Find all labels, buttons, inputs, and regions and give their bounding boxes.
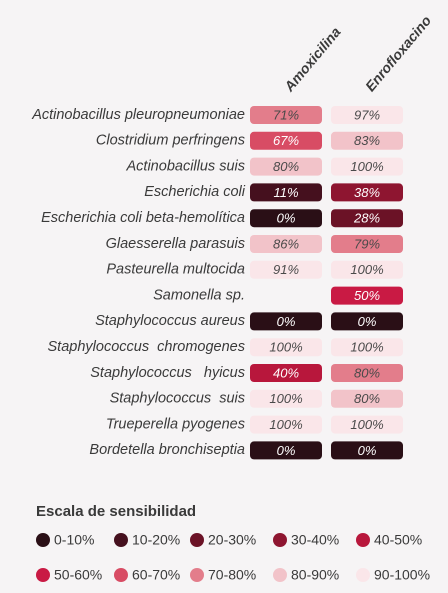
cell <box>250 157 322 176</box>
row-name: Staphylococcus hyicus <box>90 365 245 381</box>
cell-value: 100% <box>269 391 302 406</box>
row-name: Staphylococcus chromogenes <box>48 339 245 355</box>
cell-value: 100% <box>350 159 383 174</box>
cell-value: 97% <box>354 107 380 122</box>
legend-label: 50-60% <box>54 567 102 583</box>
legend-swatch <box>273 568 287 582</box>
cell-value: 71% <box>273 107 299 122</box>
cell <box>331 364 403 382</box>
cell <box>250 441 322 460</box>
row-name: Trueperella pyogenes <box>106 416 245 432</box>
legend-label: 80-90% <box>291 567 339 583</box>
legend-swatch <box>356 568 370 582</box>
row-name: Escherichia coli beta-hemolítica <box>41 210 245 226</box>
column-header: Amoxicilina <box>280 24 344 95</box>
cell <box>250 312 322 331</box>
cell <box>331 286 403 305</box>
cell-value: 28% <box>353 211 380 226</box>
cell <box>250 260 322 279</box>
cell-value: 80% <box>273 159 299 174</box>
cell <box>331 389 403 408</box>
legend-label: 60-70% <box>132 567 180 583</box>
cell <box>331 312 403 331</box>
row-name: Actinobacillus pleuropneumoniae <box>31 107 245 123</box>
cell <box>250 389 322 408</box>
cell <box>331 106 403 124</box>
cell <box>331 260 403 279</box>
row-name: Staphylococcus suis <box>110 391 245 407</box>
cell-value: 100% <box>269 417 302 432</box>
legend-swatch <box>36 568 50 582</box>
legend-swatch <box>190 568 204 582</box>
legend-swatch <box>356 533 370 547</box>
legend-label: 70-80% <box>208 567 256 583</box>
cell-value: 0% <box>277 314 296 329</box>
legend-swatch <box>273 533 287 547</box>
legend-label: 10-20% <box>132 532 180 548</box>
row-name: Glaesserella parasuis <box>106 236 245 252</box>
cell <box>331 235 403 253</box>
row-name: Samonella sp. <box>153 287 245 303</box>
cell <box>250 131 322 150</box>
row-name: Actinobacillus suis <box>126 158 245 174</box>
cell <box>331 183 403 202</box>
cell <box>331 157 403 176</box>
cell <box>250 415 322 434</box>
cell-value: 0% <box>358 314 377 329</box>
cell-value: 67% <box>273 133 299 148</box>
cell-value: 11% <box>273 185 298 200</box>
cell <box>331 131 403 150</box>
cell-value: 86% <box>273 236 299 251</box>
legend-swatch <box>114 533 128 547</box>
cell-value: 83% <box>354 133 380 148</box>
cell <box>250 235 322 253</box>
cell <box>331 209 403 228</box>
legend-swatch <box>190 533 204 547</box>
cell-value: 0% <box>277 443 296 458</box>
cell-value: 80% <box>354 391 380 406</box>
row-name: Staphylococcus aureus <box>95 313 245 329</box>
cell <box>250 364 322 382</box>
legend-swatch <box>36 533 50 547</box>
legend-label: 20-30% <box>208 532 256 548</box>
cell <box>331 338 403 357</box>
legend-swatch <box>114 568 128 582</box>
cell-value: 91% <box>273 262 299 277</box>
legend-label: 40-50% <box>374 532 422 548</box>
legend-label: 0-10% <box>54 532 94 548</box>
column-header: Enrofloxacino <box>362 12 435 94</box>
row-name: Clostridium perfringens <box>96 133 245 149</box>
legend-label: 30-40% <box>291 532 339 548</box>
cell-value: 79% <box>354 236 380 251</box>
row-name: Bordetella bronchiseptia <box>89 442 245 458</box>
cell-value: 100% <box>350 417 383 432</box>
row-name: Escherichia coli <box>144 184 246 200</box>
cell-value: 38% <box>354 185 380 200</box>
cell <box>250 338 322 357</box>
cell-value: 40% <box>273 365 299 380</box>
cell-value: 50% <box>354 288 380 303</box>
legend-label: 90-100% <box>374 567 430 583</box>
cell-value: 80% <box>354 365 380 380</box>
cell <box>331 441 403 460</box>
legend-title: Escala de sensibilidad <box>36 503 196 520</box>
cell-value: 100% <box>269 340 302 355</box>
cell-value: 0% <box>358 443 377 458</box>
cell <box>250 183 322 202</box>
cell-value: 100% <box>350 340 383 355</box>
cell-value: 0% <box>277 211 296 226</box>
row-name: Pasteurella multocida <box>106 262 245 278</box>
cell <box>250 106 322 124</box>
cell <box>250 209 322 228</box>
cell <box>331 415 403 434</box>
cell-value: 100% <box>350 262 383 277</box>
